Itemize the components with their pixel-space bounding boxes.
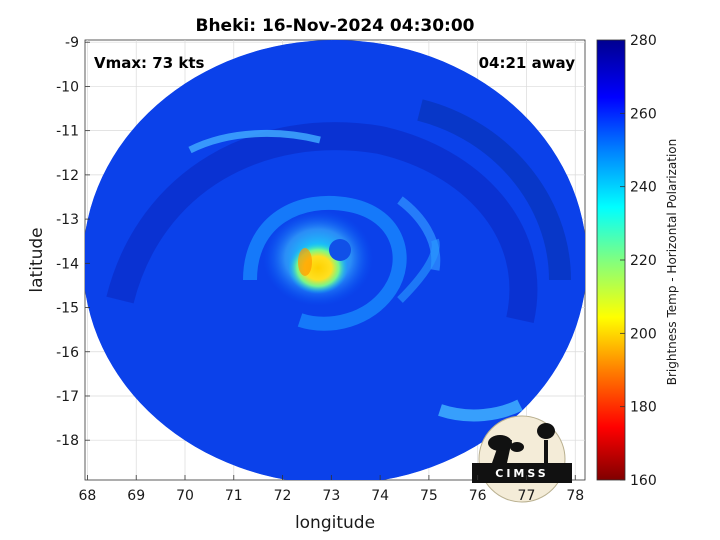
colorbar-label: Brightness Temp - Horizontal Polarizatio… [665, 139, 679, 386]
y-tick-label: -15 [56, 301, 79, 317]
x-tick-label: 74 [371, 488, 389, 504]
map-title: Bheki: 16-Nov-2024 04:30:00 [196, 16, 475, 36]
cimss-logo: CIMSS [472, 415, 572, 503]
y-axis-label: latitude [27, 227, 47, 292]
x-axis: 68 69 70 71 72 73 74 75 76 77 78 [79, 475, 584, 504]
colorbar-tick-label: 160 [630, 473, 657, 489]
x-tick-label: 71 [225, 488, 243, 504]
cimss-logo-text: CIMSS [495, 467, 548, 480]
vmax-label: Vmax: 73 kts [94, 54, 204, 72]
y-tick-label: -9 [65, 35, 79, 51]
y-tick-label: -10 [56, 79, 79, 95]
x-tick-label: 68 [79, 488, 97, 504]
colorbar-tick-label: 280 [630, 33, 657, 49]
y-tick-label: -13 [56, 212, 79, 228]
y-tick-label: -11 [56, 124, 79, 140]
colorbar-tick-label: 220 [630, 253, 657, 269]
x-tick-label: 73 [322, 488, 340, 504]
x-tick-label: 70 [176, 488, 194, 504]
y-tick-label: -17 [56, 389, 79, 405]
y-tick-label: -12 [56, 168, 79, 184]
y-axis: -9 -10 -11 -12 -13 -14 -15 -16 -17 -18 [56, 35, 90, 449]
colorbar-tick-label: 180 [630, 400, 657, 416]
y-tick-label: -18 [56, 433, 79, 449]
colorbar-ticks: 280 260 240 220 200 180 160 [620, 33, 657, 489]
x-tick-label: 69 [127, 488, 145, 504]
microwave-swath [85, 40, 585, 480]
colorbar-tick-label: 240 [630, 180, 657, 196]
y-tick-label: -14 [56, 256, 79, 272]
x-tick-label: 77 [518, 488, 536, 504]
x-axis-label: longitude [295, 513, 375, 533]
colorbar-tick-label: 200 [630, 326, 657, 342]
x-tick-label: 76 [469, 488, 487, 504]
colorbar-tick-label: 260 [630, 106, 657, 122]
x-tick-label: 78 [566, 488, 584, 504]
y-tick-label: -16 [56, 345, 79, 361]
x-tick-label: 75 [420, 488, 438, 504]
time-away-label: 04:21 away [479, 54, 576, 72]
x-tick-label: 72 [274, 488, 292, 504]
